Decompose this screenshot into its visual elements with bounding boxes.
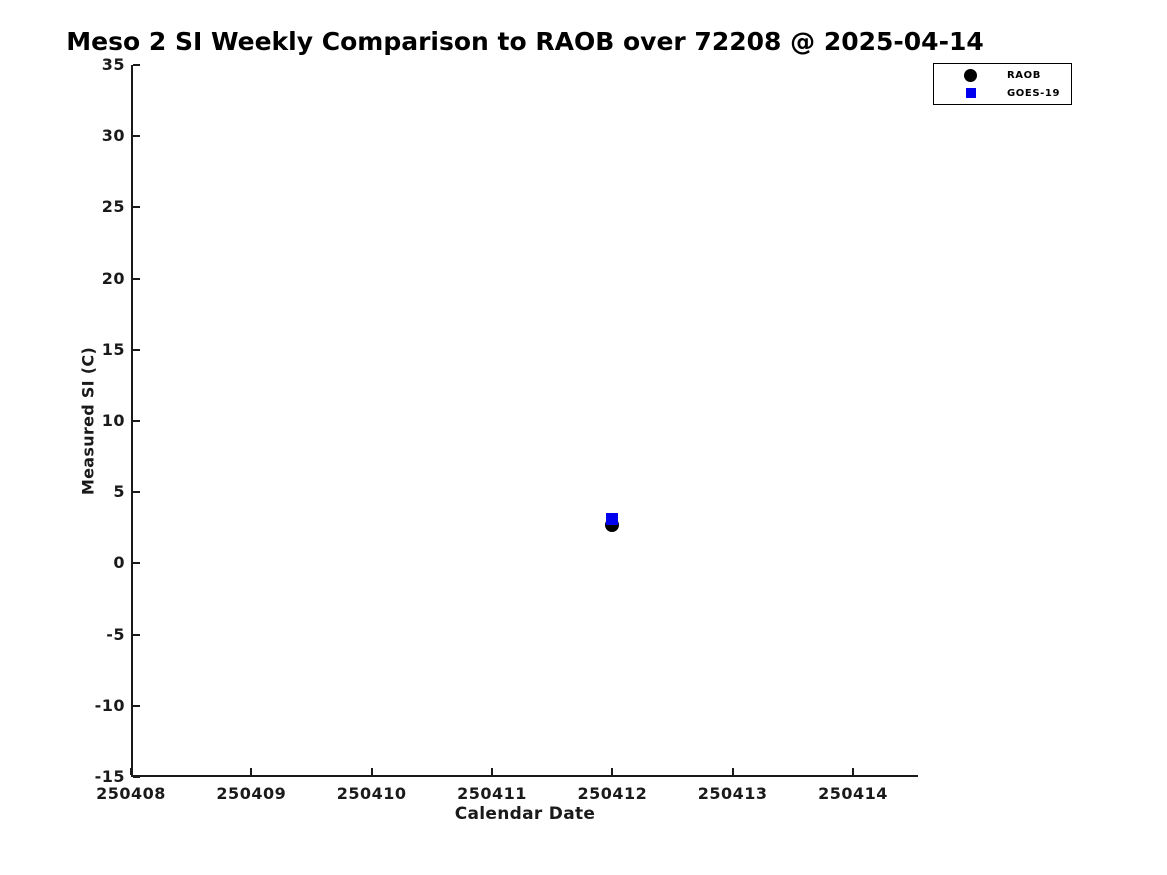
y-tick-label: 20 — [101, 268, 125, 288]
y-tick — [133, 633, 140, 636]
y-tick-label: 35 — [101, 55, 125, 74]
y-tick-label: -15 — [94, 767, 125, 786]
y-tick — [133, 64, 140, 66]
y-tick-label: -10 — [94, 695, 125, 715]
x-tick-label: 250410 — [336, 784, 407, 803]
y-tick-label: -5 — [106, 624, 125, 644]
plot-area: 250408 250409 250410 250411 250412 250413 2504… — [95, 56, 918, 803]
x-axis — [131, 775, 918, 777]
x-tick-label: 250413 — [697, 784, 768, 803]
legend: RAOB GOES-19 — [933, 63, 1072, 105]
legend-label-raob: RAOB — [1007, 69, 1041, 81]
x-tick-label: 250411 — [457, 784, 527, 803]
y-axis — [131, 65, 133, 777]
x-tick-label: 250412 — [577, 784, 648, 803]
x-axis-label: Calendar Date — [454, 804, 596, 824]
goes-19-marker-icon — [965, 88, 976, 98]
x-tick-label: 250414 — [818, 784, 888, 803]
y-tick — [133, 277, 140, 280]
y-tick — [133, 704, 140, 707]
y-tick — [133, 206, 140, 209]
x-tick-label: 250408 — [96, 784, 166, 803]
x-tick — [611, 768, 614, 775]
y-tick — [133, 491, 140, 494]
x-tick — [250, 768, 253, 775]
y-tick-label: 15 — [101, 339, 125, 359]
y-tick — [133, 420, 140, 422]
x-tick — [852, 768, 855, 775]
y-tick — [133, 562, 140, 565]
y-tick — [133, 348, 140, 351]
y-tick-label: 10 — [101, 411, 125, 430]
raob-marker-icon — [964, 68, 977, 82]
y-tick — [133, 776, 140, 778]
y-tick-label: 0 — [113, 553, 125, 573]
legend-item-raob: RAOB — [964, 68, 1071, 82]
y-tick — [133, 135, 140, 138]
y-tick-label: 25 — [101, 197, 125, 217]
x-tick — [731, 768, 734, 775]
x-tick-label: 250409 — [216, 784, 287, 803]
x-tick — [370, 768, 373, 775]
y-tick-label: 30 — [101, 126, 125, 146]
legend-label-goes-19: GOES-19 — [1007, 87, 1061, 99]
goes-19-data-marker — [606, 513, 619, 526]
y-tick-label: 5 — [113, 482, 125, 502]
legend-item-goes-19: GOES-19 — [964, 86, 1071, 100]
chart-title: Meso 2 SI Weekly Comparison to RAOB over… — [66, 27, 984, 56]
x-tick — [491, 768, 493, 775]
x-tick — [130, 768, 132, 775]
